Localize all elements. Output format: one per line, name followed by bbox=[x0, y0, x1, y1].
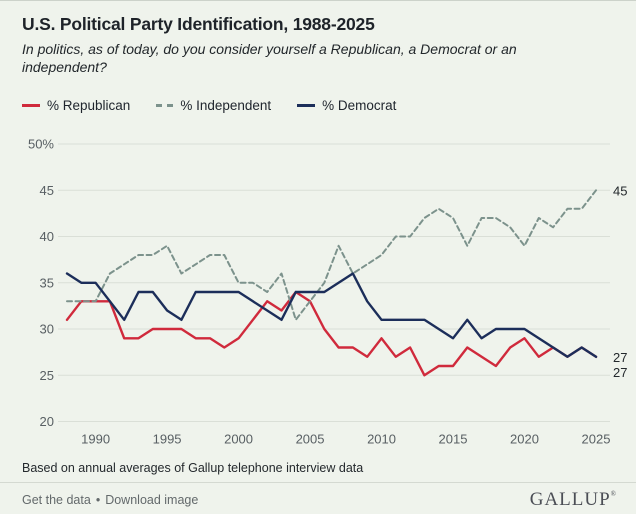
chart-subtitle: In politics, as of today, do you conside… bbox=[22, 41, 517, 75]
legend-item-republican: % Republican bbox=[22, 98, 130, 113]
svg-text:2025: 2025 bbox=[582, 432, 611, 447]
party-id-line-chart[interactable]: 50% 45 40 35 30 25 20 1990 1995 2000 2005 2010 2015 2… bbox=[0, 131, 636, 461]
footer-links: Get the data • Download image bbox=[22, 493, 198, 507]
svg-text:2010: 2010 bbox=[367, 432, 396, 447]
svg-text:45: 45 bbox=[40, 183, 54, 198]
svg-text:30: 30 bbox=[40, 322, 54, 337]
chart-area[interactable]: 50% 45 40 35 30 25 20 1990 1995 2000 2005 2010 2015 2… bbox=[0, 131, 636, 461]
registered-mark: ® bbox=[610, 490, 616, 498]
get-the-data-link[interactable]: Get the data bbox=[22, 492, 91, 507]
legend-item-independent: % Independent bbox=[156, 98, 271, 113]
svg-text:2005: 2005 bbox=[296, 432, 325, 447]
svg-text:35: 35 bbox=[40, 275, 54, 290]
svg-text:25: 25 bbox=[40, 368, 54, 383]
svg-text:1990: 1990 bbox=[81, 432, 110, 447]
legend-label-democrat: % Democrat bbox=[322, 98, 397, 113]
legend: % Republican % Independent % Democrat bbox=[22, 98, 396, 113]
gallup-logo: GALLUP® bbox=[529, 489, 616, 510]
footer-divider bbox=[0, 482, 636, 483]
footer: Get the data • Download image GALLUP® bbox=[22, 490, 616, 509]
chart-footnote: Based on annual averages of Gallup telep… bbox=[22, 461, 364, 475]
svg-text:2020: 2020 bbox=[510, 432, 539, 447]
svg-text:2015: 2015 bbox=[439, 432, 468, 447]
svg-text:27: 27 bbox=[613, 365, 627, 380]
legend-item-democrat: % Democrat bbox=[297, 98, 396, 113]
svg-text:27: 27 bbox=[613, 350, 627, 365]
page-title: U.S. Political Party Identification, 198… bbox=[22, 14, 375, 34]
svg-text:2000: 2000 bbox=[224, 432, 253, 447]
independent-line-swatch-icon bbox=[156, 104, 174, 107]
svg-text:40: 40 bbox=[40, 229, 54, 244]
svg-text:45: 45 bbox=[613, 183, 627, 198]
svg-text:50%: 50% bbox=[28, 137, 54, 152]
download-image-link[interactable]: Download image bbox=[105, 492, 199, 507]
legend-label-republican: % Republican bbox=[47, 98, 131, 113]
bullet-separator: • bbox=[95, 492, 101, 507]
svg-text:20: 20 bbox=[40, 414, 54, 429]
legend-label-independent: % Independent bbox=[180, 98, 272, 113]
svg-text:1995: 1995 bbox=[153, 432, 182, 447]
democrat-line-swatch-icon bbox=[297, 104, 316, 107]
republican-line-swatch-icon bbox=[22, 104, 40, 107]
